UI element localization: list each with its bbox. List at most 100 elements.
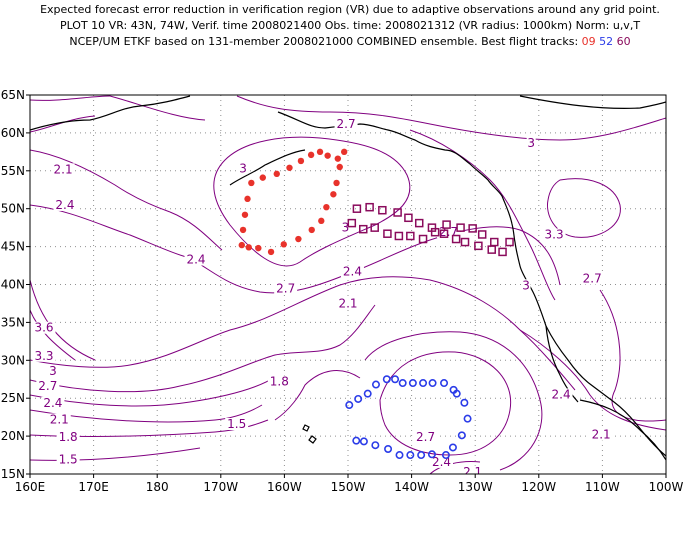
flight-point [239, 226, 247, 234]
contour-label-bg [32, 349, 56, 362]
y-tick-label: 55N [1, 164, 25, 178]
x-tick-label: 160E [15, 480, 46, 494]
flight-point [318, 217, 325, 225]
flight-tracks [238, 148, 514, 460]
contour-label: 1.5 [59, 453, 78, 467]
flight-point [428, 379, 437, 388]
flight-point [441, 451, 450, 460]
contour-line [30, 304, 376, 393]
flight-point [395, 451, 404, 460]
flight-point [463, 414, 472, 423]
contour-line [236, 95, 666, 141]
contour-label: 3 [342, 221, 350, 235]
y-tick-label: 15N [1, 467, 25, 481]
contour-label-bg [589, 428, 613, 441]
title-line-3: NCEP/UM ETKF based on 131-member 2008021… [0, 35, 700, 48]
y-tick-label: 35N [1, 315, 25, 329]
flight-point [352, 436, 361, 445]
flight-point [363, 389, 372, 398]
flight-point [406, 231, 415, 241]
flight-point [245, 244, 252, 251]
flight-point [498, 247, 507, 257]
contour-label: 2.7 [337, 117, 356, 131]
flight-point [347, 218, 357, 228]
contour-label: 2.1 [463, 465, 482, 479]
y-tick-label: 65N [1, 88, 25, 102]
coastline-mexico [579, 399, 666, 461]
flight-label-60: 60 [616, 35, 631, 48]
contour-label-bg [51, 163, 75, 176]
contour-label: 2.1 [54, 162, 73, 176]
contour-label-bg [48, 364, 58, 377]
x-tick-label: 180 [146, 480, 169, 494]
flight-track-09 [238, 148, 348, 256]
x-tick-label: 170W [203, 480, 238, 494]
contour-line [546, 178, 621, 238]
flight-point [419, 379, 428, 388]
contour-label-bg [41, 396, 65, 409]
flight-point [451, 234, 461, 244]
y-tick-label: 45N [1, 240, 25, 254]
flight-point [474, 241, 483, 251]
contour-label-bg [414, 430, 438, 443]
contour-line [30, 404, 263, 423]
flight-point [244, 195, 251, 203]
contour-line [30, 115, 96, 133]
contour-line [30, 276, 576, 391]
x-tick-label: 100W [649, 480, 684, 494]
contour-label-bg [47, 413, 71, 426]
contour-label-bg [526, 136, 536, 149]
contour-line [599, 289, 666, 422]
coastline-baja [545, 325, 579, 403]
flight-point [406, 451, 415, 460]
title-line-1: Expected forecast error reduction in ver… [40, 3, 660, 16]
contour-label-bg [274, 282, 298, 295]
flight-point [442, 220, 451, 229]
flight-point [456, 223, 465, 232]
coastline-hawaii-2 [308, 435, 317, 444]
flight-point [295, 235, 302, 243]
contour-label-bg [36, 380, 60, 393]
flight-point [241, 211, 249, 218]
flight-point [468, 224, 477, 233]
lat-lon-grid [30, 95, 666, 474]
flight-track-60 [347, 202, 514, 257]
x-tick-label: 120W [521, 480, 556, 494]
x-tick-label: 150W [331, 480, 366, 494]
contour-line [30, 149, 171, 213]
contour-line [30, 447, 201, 461]
flight-point [359, 437, 368, 446]
flight-point [333, 179, 340, 187]
contour-label-bg [32, 321, 56, 334]
contour-label-bg [225, 418, 249, 431]
flight-point [448, 443, 457, 452]
flight-label-09: 09 [581, 35, 596, 48]
flight-point [427, 450, 436, 459]
flight-point [370, 223, 379, 232]
contour-label: 3 [522, 278, 530, 292]
contour-label-bg [461, 465, 485, 474]
contour-label-bg [53, 198, 77, 211]
flight-point [273, 170, 280, 178]
flight-point [255, 244, 262, 252]
flight-point [460, 237, 470, 247]
flight-point [324, 152, 331, 159]
contour-line [30, 379, 271, 407]
contour-label-bg [56, 430, 80, 443]
contour-label-bg [521, 279, 531, 292]
contour-label-bg [56, 453, 80, 466]
contour-label: 2.1 [338, 296, 357, 310]
coastline-hawaii-1 [302, 424, 310, 432]
flight-point [487, 245, 496, 254]
contour-label: 3.6 [34, 321, 53, 335]
flight-point [334, 155, 342, 162]
flight-point [457, 431, 466, 440]
x-tick-label: 160W [267, 480, 302, 494]
flight-point [248, 179, 255, 187]
flight-point [280, 241, 287, 248]
y-tick-label: 50N [1, 202, 25, 216]
flight-point [297, 157, 305, 165]
contour-line [109, 95, 206, 121]
